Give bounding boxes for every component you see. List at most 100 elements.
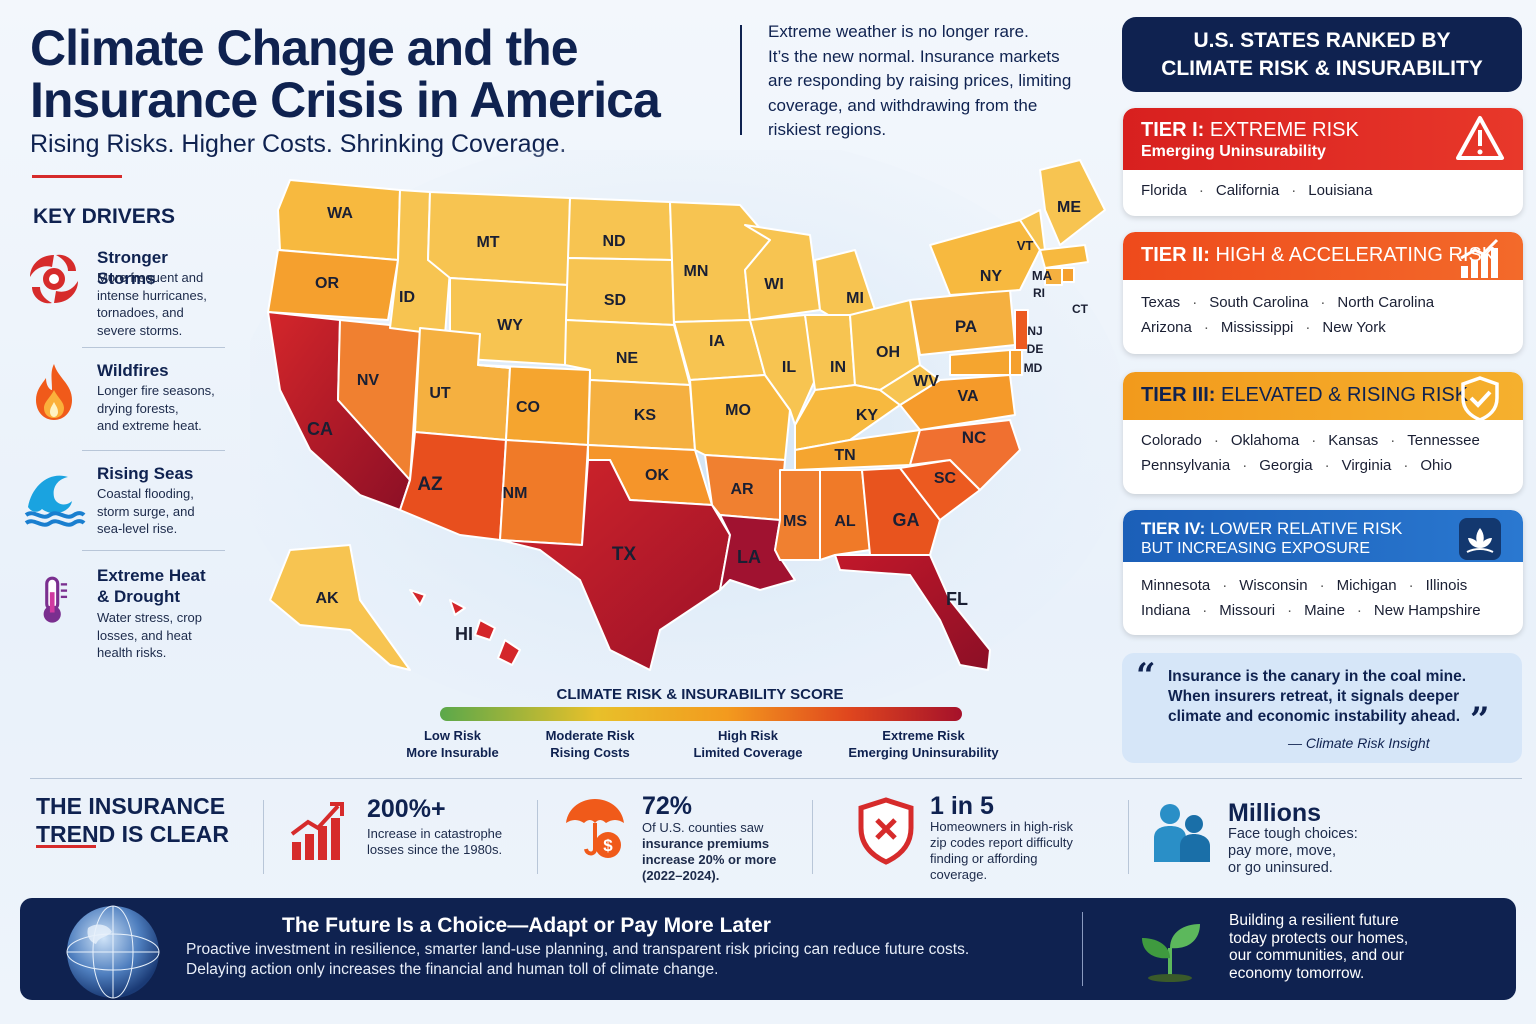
driver-desc-line: sea-level rise. <box>97 521 178 536</box>
state-label-ma: MA <box>1032 268 1053 283</box>
driver-stronger-storms: Stronger Storms More frequent and intens… <box>22 247 226 342</box>
driver-title-line: Extreme Heat <box>97 566 206 585</box>
state-label-wv: WV <box>913 373 939 390</box>
state-name: Texas <box>1141 294 1181 311</box>
bullet-separator: · <box>1291 182 1297 199</box>
driver-desc-line: More frequent and <box>97 270 204 285</box>
state-label-ky: KY <box>856 407 879 424</box>
driver-desc: Coastal flooding, storm surge, and sea-l… <box>97 485 195 538</box>
legend-sublabel: More Insurable <box>406 745 499 760</box>
state-label-ne: NE <box>616 350 639 367</box>
tier-2-row-1: Texas · South Carolina · North Carolina <box>1141 294 1446 311</box>
state-name: Kansas <box>1328 432 1379 449</box>
state-name: North Carolina <box>1337 294 1435 311</box>
state-ga <box>861 467 941 556</box>
state-label-ms: MS <box>783 513 807 530</box>
legend-gradient-bar <box>440 707 962 721</box>
wave-icon <box>24 475 86 527</box>
driver-title: Stronger Storms <box>97 248 168 288</box>
intro-text: Extreme weather is no longer rare. It’s … <box>768 20 1098 143</box>
state-name: Colorado <box>1141 432 1202 449</box>
bullet-separator: · <box>1403 457 1409 474</box>
state-ri <box>1061 267 1075 283</box>
state-label-pa: PA <box>955 317 977 336</box>
footer-right-text: Building a resilient future today protec… <box>1229 912 1459 982</box>
stat-desc-line: or go uninsured. <box>1228 860 1333 876</box>
state-al <box>819 469 871 561</box>
globe-icon <box>66 905 160 999</box>
stat-millions-value: Millions <box>1228 799 1322 827</box>
close-quote-icon: ” <box>1470 700 1490 740</box>
intro-line: coverage, and withdrawing from the <box>768 95 1038 115</box>
page-subtitle: Rising Risks. Higher Costs. Shrinking Co… <box>30 130 567 158</box>
driver-extreme-heat: Extreme Heat & Drought Water stress, cro… <box>22 565 226 665</box>
tier-1-subtitle: Emerging Uninsurability <box>1141 143 1326 160</box>
stat-desc-line: Homeowners in high-risk <box>930 819 1074 834</box>
state-label-oh: OH <box>876 344 900 361</box>
stat-desc-line: Increase in catastrophe <box>367 826 503 841</box>
tier-4-card: TIER IV: LOWER RELATIVE RISK BUT INCREAS… <box>1123 510 1523 635</box>
tier-label: TIER II: <box>1141 244 1210 266</box>
rising-bar-chart-icon <box>1460 238 1499 278</box>
footer-text-line: Proactive investment in resilience, smar… <box>186 941 970 958</box>
trend-title-line: TREND IS CLEAR <box>36 821 229 847</box>
state-fl <box>834 554 991 671</box>
stat-desc-line: finding or affording <box>930 851 1038 866</box>
bullet-separator: · <box>1192 294 1198 311</box>
us-risk-map: WA OR CA NV ID MT WY UT AZ CO NM ND SD NE KS OK TX MN IA MO… <box>250 150 1120 710</box>
state-label-la: LA <box>737 547 761 567</box>
tier-name: ELEVATED & RISING RISK <box>1221 384 1469 406</box>
state-ny <box>929 219 1041 296</box>
bullet-separator: · <box>1408 577 1414 594</box>
legend-sublabel: Emerging Uninsurability <box>848 745 999 760</box>
intro-line: Extreme weather is no longer rare. <box>768 22 1029 41</box>
stat-desc-line: pay more, move, <box>1228 843 1336 859</box>
bullet-separator: · <box>1222 577 1228 594</box>
state-label-ar: AR <box>730 481 754 498</box>
legend-label: Low Risk <box>423 728 482 743</box>
state-label-ri: RI <box>1033 286 1045 300</box>
driver-desc-line: Coastal flooding, <box>97 486 194 501</box>
ranking-title-line: CLIMATE RISK & INSURABILITY <box>1161 57 1483 80</box>
state-label-al: AL <box>834 513 856 530</box>
tier-3-header: TIER III: ELEVATED & RISING RISK <box>1123 372 1523 422</box>
legend-title: CLIMATE RISK & INSURABILITY SCORE <box>556 686 844 703</box>
state-nd <box>567 197 673 261</box>
tier-4-title: TIER IV: LOWER RELATIVE RISK <box>1141 519 1402 539</box>
quote-text: Insurance is the canary in the coal mine… <box>1168 667 1498 727</box>
tier-name: LOWER RELATIVE RISK <box>1209 519 1403 538</box>
state-md <box>949 349 1011 376</box>
footer-right-line: our communities, and our <box>1229 947 1404 964</box>
title-line-1: Climate Change and the <box>30 20 579 76</box>
legend-low: Low Risk More Insurable <box>405 727 500 761</box>
state-label-de: DE <box>1027 342 1044 356</box>
state-name: Tennessee <box>1407 432 1480 449</box>
tier-4-row-1: Minnesota · Wisconsin · Michigan · Illinois <box>1141 577 1479 594</box>
tier-label: TIER IV: <box>1141 519 1206 538</box>
state-name: Illinois <box>1425 577 1468 594</box>
tier-label: TIER III: <box>1141 384 1216 406</box>
driver-title: Wildfires <box>97 361 169 380</box>
warning-icon <box>1456 116 1504 160</box>
bar-chart-up-icon <box>290 802 344 860</box>
state-wv <box>879 364 941 406</box>
open-quote-icon: “ <box>1136 656 1156 696</box>
state-name: Ohio <box>1420 457 1453 474</box>
stat-desc-line: increase 20% or more <box>642 852 777 867</box>
state-label-nv: NV <box>357 372 380 389</box>
stat-premiums-value: 72% <box>642 792 693 820</box>
trend-title-line: THE INSURANCE <box>36 793 226 819</box>
stat-desc-line: Of U.S. counties saw <box>642 820 764 835</box>
bullet-separator: · <box>1213 432 1219 449</box>
state-label-ak: AK <box>315 590 339 607</box>
footer-right-line: Building a resilient future <box>1229 912 1399 929</box>
tier-1-title: TIER I: EXTREME RISK <box>1141 119 1359 142</box>
stat-divider <box>812 800 813 874</box>
tier-name: HIGH & ACCELERATING RISK <box>1215 244 1496 266</box>
state-label-wy: WY <box>497 317 523 334</box>
state-label-nc: NC <box>962 428 987 447</box>
driver-desc-line: Longer fire seasons, <box>97 383 215 398</box>
bullet-separator: · <box>1242 457 1248 474</box>
state-labels: WA OR CA NV ID MT WY UT AZ CO NM ND SD NE KS OK TX MN IA MO… <box>307 199 1089 644</box>
tier-3-card: TIER III: ELEVATED & RISING RISK Colorad… <box>1123 372 1523 494</box>
